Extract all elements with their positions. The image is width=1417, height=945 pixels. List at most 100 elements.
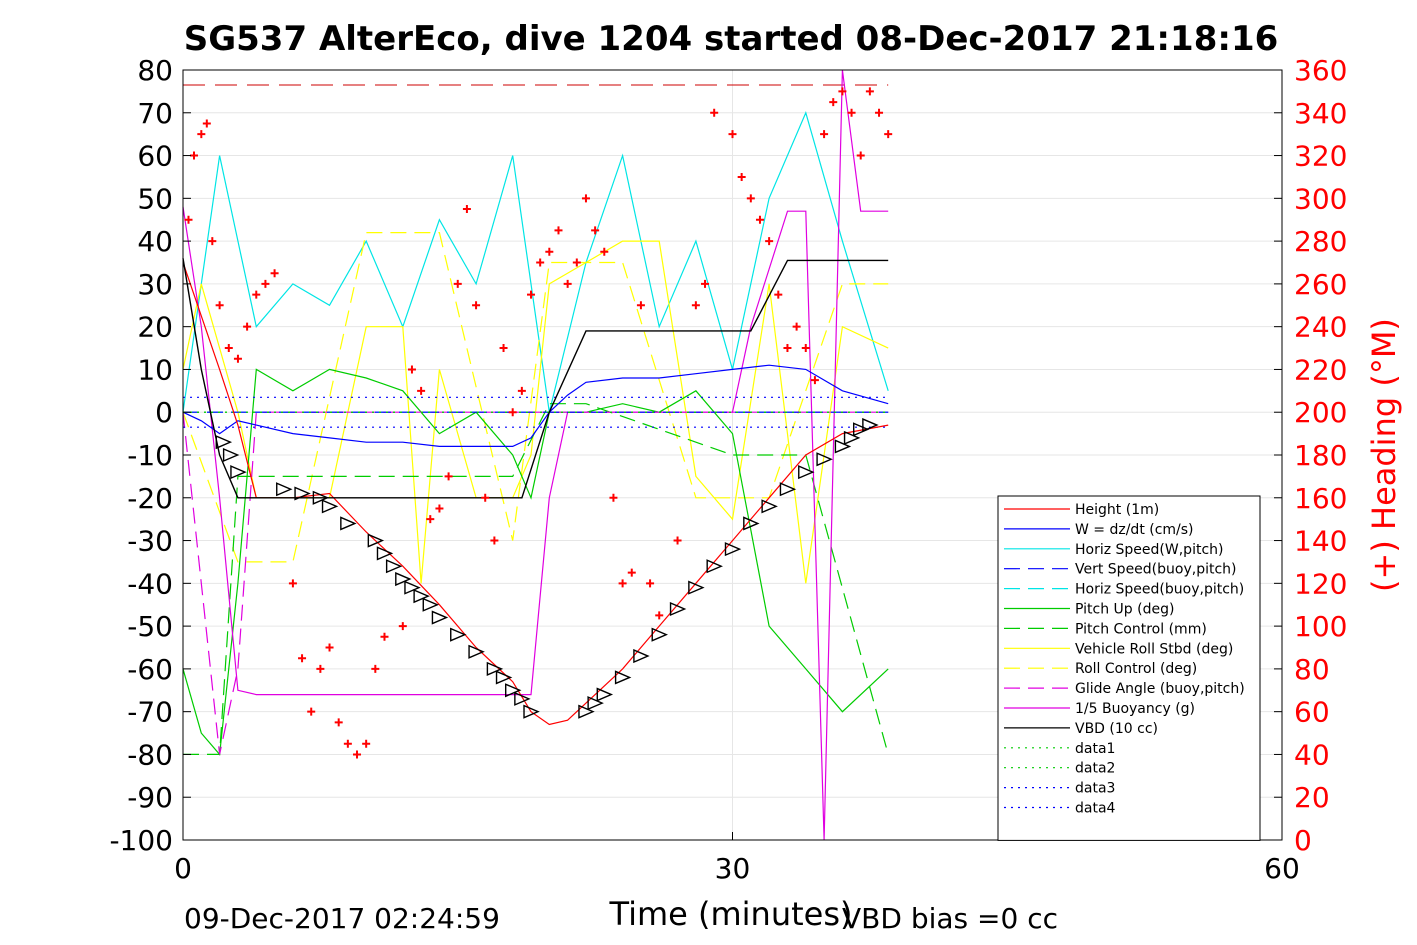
- legend-entry: W = dz/dt (cm/s): [1075, 522, 1194, 538]
- heading-point: [755, 215, 764, 224]
- y-axis-ticks: 80 70 60 50 40 30 20 10 0 -10 -20 -30 -40 -50 -60 -70 -8…: [109, 54, 191, 857]
- y-tick-label: 70: [137, 97, 173, 130]
- vbd-marker: [486, 661, 504, 676]
- y-tick-label: -30: [127, 525, 173, 558]
- heading-point: [655, 611, 664, 620]
- heading-point: [554, 226, 563, 235]
- vbd-marker: [706, 559, 723, 574]
- vbd-marker: [688, 580, 705, 595]
- chart-title: SG537 AlterEco, dive 1204 started 08-Dec…: [184, 19, 1279, 59]
- heading-point: [398, 622, 407, 631]
- series-line: [182, 232, 889, 563]
- heading-point: [829, 98, 838, 107]
- heading-point: [563, 279, 572, 288]
- vbd-marker: [312, 490, 330, 505]
- vbd-marker: [215, 435, 233, 450]
- heading-point: [600, 247, 609, 256]
- vbd-marker: [843, 430, 861, 445]
- heading-point: [737, 172, 746, 181]
- vbd-marker: [862, 417, 879, 433]
- heading-point: [581, 194, 590, 203]
- legend-entry: Height (1m): [1075, 502, 1159, 518]
- legend-entry: Roll Control (deg): [1075, 661, 1197, 677]
- series-line: [182, 262, 889, 726]
- vbd-marker: [816, 452, 833, 467]
- x-axis-label: Time (minutes): [609, 895, 853, 933]
- legend-entry: VBD (10 cc): [1075, 721, 1158, 737]
- y-tick-label: -50: [127, 610, 173, 643]
- vbd-marker: [276, 482, 293, 497]
- y2-tick-label: 240: [1294, 311, 1347, 344]
- heading-point: [774, 290, 783, 299]
- heading-point: [673, 536, 682, 545]
- heading-point: [820, 130, 829, 139]
- y2-tick-label: 280: [1294, 225, 1347, 258]
- y2-tick-label: 100: [1294, 610, 1347, 643]
- y-tick-label: 40: [137, 225, 173, 258]
- heading-point: [765, 237, 774, 246]
- y2-tick-label: 260: [1294, 268, 1347, 301]
- heading-point: [215, 301, 224, 310]
- heading-point: [728, 130, 737, 139]
- y-tick-label: 10: [137, 353, 173, 386]
- y2-tick-label: 220: [1294, 353, 1347, 386]
- heading-point: [353, 750, 362, 759]
- y2-tick-label: 300: [1294, 182, 1347, 215]
- x-tick-label: 30: [715, 852, 751, 885]
- heading-point: [618, 579, 627, 588]
- y-tick-label: -40: [127, 567, 173, 600]
- heading-point: [184, 215, 193, 224]
- legend-entry: Pitch Control (mm): [1075, 621, 1207, 637]
- vbd-marker: [523, 704, 540, 719]
- heading-point: [334, 718, 343, 727]
- vbd-marker: [853, 422, 870, 437]
- plot-area: [182, 69, 893, 841]
- heading-point: [316, 664, 325, 673]
- y-tick-label: 80: [137, 54, 173, 87]
- y2-axis-label: (+) Heading (°M): [1365, 318, 1403, 592]
- y-tick-label: -20: [127, 482, 173, 515]
- heading-point: [856, 151, 865, 160]
- y-tick-label: -100: [109, 824, 173, 857]
- x-tick-label: 60: [1264, 852, 1300, 885]
- heading-point: [499, 344, 508, 353]
- heading-point: [371, 664, 380, 673]
- heading-point: [233, 354, 242, 363]
- y2-tick-label: 20: [1294, 781, 1330, 814]
- y2-tick-label: 320: [1294, 140, 1347, 173]
- legend-entry: Horiz Speed(buoy,pitch): [1075, 582, 1244, 598]
- heading-point: [325, 643, 334, 652]
- heading-point: [490, 536, 499, 545]
- heading-point: [646, 579, 655, 588]
- heading-point: [462, 205, 471, 214]
- vbd-marker: [514, 691, 531, 706]
- vbd-marker: [450, 627, 467, 642]
- heading-point: [288, 579, 297, 588]
- vbd-marker: [743, 516, 760, 531]
- heading-point: [243, 322, 252, 331]
- legend-entry: data1: [1075, 741, 1115, 757]
- series-line: [182, 111, 889, 413]
- y2-tick-label: 0: [1294, 824, 1312, 857]
- heading-point: [208, 237, 217, 246]
- x-axis-ticks: 0 30 60: [174, 832, 1300, 885]
- heading-point: [481, 493, 490, 502]
- vbd-marker: [505, 683, 522, 698]
- vbd-marker: [431, 610, 449, 625]
- legend-entry: Glide Angle (buoy,pitch): [1075, 681, 1245, 697]
- heading-point: [810, 376, 819, 385]
- y-tick-label: 0: [155, 396, 173, 429]
- y-tick-label: -70: [127, 696, 173, 729]
- heading-point: [252, 290, 261, 299]
- legend-entry: data2: [1075, 761, 1115, 777]
- heading-point: [865, 87, 874, 96]
- y2-tick-label: 140: [1294, 525, 1347, 558]
- heading-point: [307, 707, 316, 716]
- y2-tick-label: 360: [1294, 54, 1347, 87]
- heading-point: [545, 247, 554, 256]
- vbd-marker: [404, 580, 421, 595]
- series-line: [182, 364, 889, 447]
- heading-point: [609, 493, 618, 502]
- legend-entry: Horiz Speed(W,pitch): [1075, 542, 1223, 558]
